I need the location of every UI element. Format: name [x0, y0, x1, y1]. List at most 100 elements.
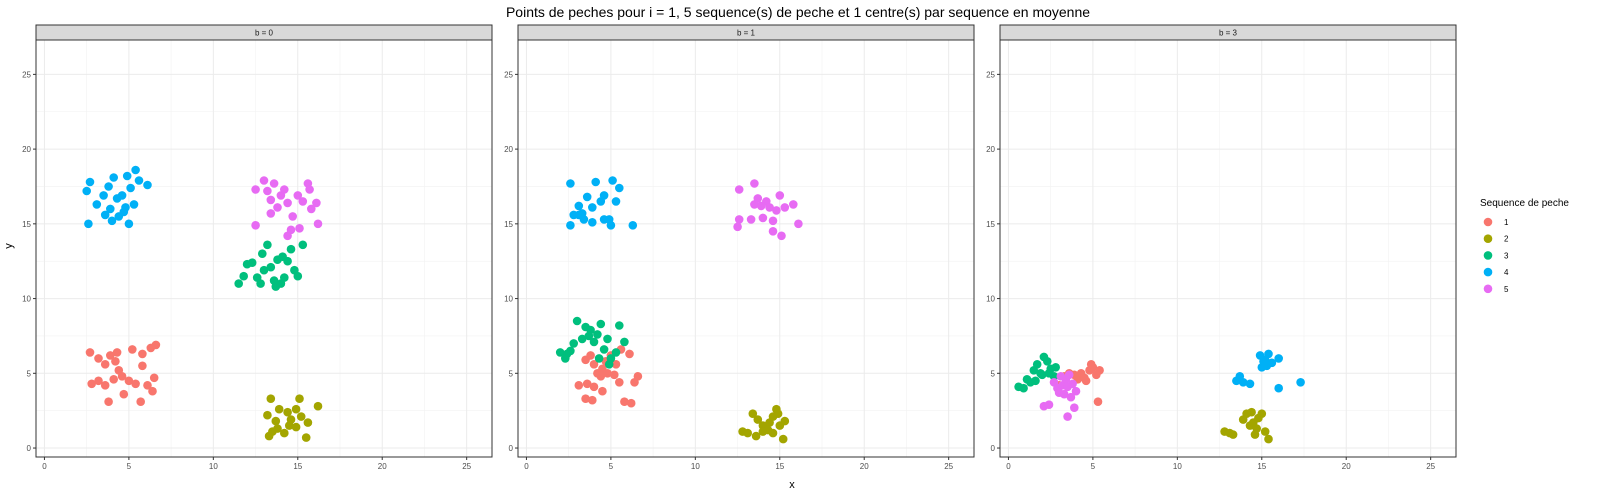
data-point-seq-1: [148, 386, 157, 396]
data-point-seq-2: [1264, 434, 1273, 444]
data-point-seq-1: [94, 354, 103, 363]
legend-title: Sequence de peche: [1480, 198, 1569, 209]
data-points: [555, 176, 803, 444]
data-point-seq-4: [117, 191, 127, 200]
data-point-seq-3: [596, 319, 606, 329]
data-point-seq-5: [266, 209, 276, 218]
data-point-seq-3: [280, 273, 289, 282]
data-point-seq-2: [280, 428, 289, 438]
data-point-seq-1: [94, 376, 103, 386]
data-point-seq-5: [758, 213, 768, 223]
facet-panel: b = 3 0 5 10 15 20 25 0 5 10 15 20 25: [986, 24, 1457, 471]
gridlines: [36, 40, 492, 457]
data-point-seq-3: [569, 339, 578, 348]
data-point-seq-5: [269, 179, 279, 188]
data-point-seq-4: [1296, 378, 1305, 387]
panel-border: [999, 39, 1457, 458]
data-point-seq-5: [1044, 400, 1054, 410]
data-point-seq-5: [746, 215, 756, 224]
y-tick-label: 15: [22, 220, 31, 229]
data-point-seq-3: [286, 244, 296, 254]
x-tick-label: 0: [1006, 462, 1011, 471]
data-point-seq-1: [596, 372, 606, 381]
data-point-seq-4: [1238, 378, 1248, 387]
data-point-seq-4: [574, 210, 584, 220]
x-tick-label: 20: [860, 462, 869, 471]
data-point-seq-1: [610, 370, 619, 380]
data-point-seq-4: [1264, 349, 1273, 359]
data-point-seq-2: [263, 410, 272, 420]
legend-label: 5: [1504, 285, 1509, 294]
data-point-seq-4: [1274, 354, 1283, 363]
data-point-seq-3: [256, 279, 265, 288]
data-point-seq-4: [566, 221, 575, 230]
data-point-seq-2: [266, 394, 276, 404]
data-point-seq-3: [599, 345, 609, 354]
data-point-seq-4: [99, 191, 108, 200]
data-point-seq-5: [780, 203, 790, 212]
data-point-seq-4: [566, 179, 575, 188]
data-point-seq-3: [1031, 376, 1040, 386]
x-tick-label: 20: [1342, 462, 1351, 471]
x-tick-label: 15: [775, 462, 784, 471]
y-tick-label: 25: [986, 70, 995, 79]
data-point-seq-1: [109, 375, 118, 384]
data-point-seq-5: [293, 191, 303, 200]
data-point-seq-2: [1247, 407, 1256, 417]
data-point-seq-3: [1019, 383, 1028, 393]
data-point-seq-4: [588, 218, 597, 227]
data-point-seq-5: [313, 219, 323, 229]
data-point-seq-3: [555, 348, 565, 357]
data-point-seq-3: [611, 348, 621, 357]
data-point-seq-5: [1064, 370, 1074, 380]
facet-strip-label: b = 3: [1219, 29, 1238, 38]
data-point-seq-3: [239, 271, 248, 281]
data-point-seq-3: [263, 240, 272, 250]
data-point-seq-2: [780, 416, 790, 426]
facet-panel: b = 1 0 5 10 15 20 25 0 5 10 15 20 25: [504, 24, 975, 471]
data-point-seq-4: [84, 219, 93, 229]
data-point-seq-3: [586, 325, 595, 335]
data-point-seq-3: [293, 271, 303, 281]
data-point-seq-5: [1063, 382, 1072, 392]
data-point-seq-5: [777, 231, 786, 241]
data-point-seq-5: [768, 216, 778, 226]
data-point-seq-1: [106, 351, 115, 360]
data-point-seq-1: [1086, 360, 1096, 369]
data-point-seq-5: [734, 215, 744, 224]
data-point-seq-4: [85, 177, 95, 187]
data-point-seq-2: [268, 427, 277, 436]
data-point-seq-3: [572, 316, 582, 326]
x-tick-label: 5: [1091, 462, 1096, 471]
data-point-seq-5: [733, 222, 742, 232]
legend-item: 5: [1483, 284, 1509, 294]
data-point-seq-1: [589, 360, 599, 369]
data-point-seq-1: [112, 348, 122, 357]
data-point-seq-3: [234, 279, 243, 288]
facet-strip-label: b = 1: [737, 29, 756, 38]
data-point-seq-3: [593, 330, 602, 339]
legend-label: 4: [1504, 268, 1509, 277]
x-tick-label: 15: [293, 462, 302, 471]
data-point-seq-5: [1066, 392, 1076, 402]
data-point-seq-5: [288, 212, 298, 221]
data-point-seq-2: [271, 416, 281, 426]
data-point-seq-5: [263, 186, 272, 196]
legend-swatch: [1483, 234, 1493, 243]
data-point-seq-2: [274, 404, 284, 414]
data-point-seq-4: [591, 177, 600, 187]
data-point-seq-4: [1274, 383, 1283, 393]
y-tick-label: 0: [509, 444, 514, 453]
y-tick-label: 0: [27, 444, 32, 453]
data-point-seq-1: [620, 397, 629, 407]
data-point-seq-4: [608, 176, 617, 185]
x-tick-label: 20: [378, 462, 387, 471]
data-point-seq-2: [1260, 427, 1270, 436]
data-point-seq-3: [594, 354, 604, 363]
y-tick-label: 20: [504, 145, 513, 154]
legend-item: 4: [1483, 267, 1509, 277]
y-tick-label: 25: [504, 70, 513, 79]
data-point-seq-3: [1044, 369, 1054, 378]
data-point-seq-1: [611, 360, 621, 369]
data-point-seq-2: [743, 428, 752, 438]
